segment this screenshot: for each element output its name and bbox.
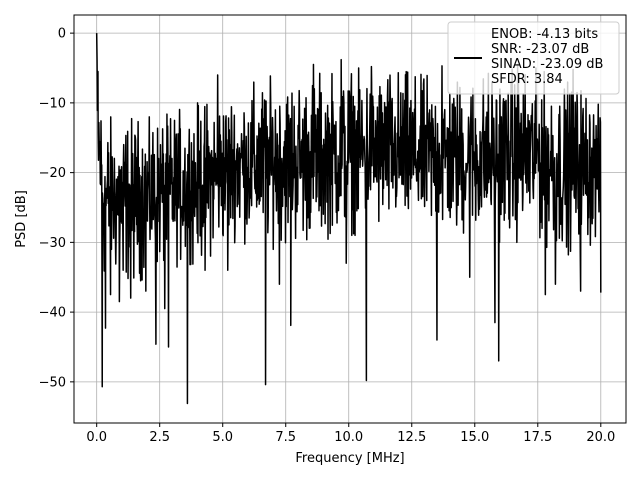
- x-tick-label: 12.5: [397, 430, 426, 445]
- x-tick-label: 15.0: [460, 430, 489, 445]
- y-tick-label: −30: [39, 236, 66, 251]
- y-tick-label: −50: [39, 375, 66, 390]
- y-tick-label: −10: [39, 96, 66, 111]
- x-axis-ticks: 0.0 2.5 5.0 7.5 10.0 12.5 15.0 17.5 20.0: [86, 423, 615, 445]
- legend-box: [447, 21, 620, 95]
- y-axis-ticks: 0 −10 −20 −30 −40 −50: [39, 27, 74, 390]
- x-tick-label: 20.0: [586, 430, 615, 445]
- x-tick-label: 5.0: [212, 430, 233, 445]
- x-axis-title: Frequency [MHz]: [295, 451, 404, 466]
- psd-series-line: [95, 33, 602, 405]
- x-tick-label: 17.5: [523, 430, 552, 445]
- y-tick-label: 0: [58, 27, 66, 42]
- x-tick-label: 2.5: [149, 430, 170, 445]
- x-tick-label: 0.0: [86, 430, 107, 445]
- legend: ENOB: -4.13 bits SNR: -23.07 dB SINAD: -…: [447, 21, 620, 95]
- legend-line-enob: ENOB: -4.13 bits: [491, 27, 598, 42]
- legend-line-snr: SNR: -23.07 dB: [491, 42, 589, 57]
- y-axis-title: PSD [dB]: [14, 190, 29, 248]
- legend-line-sfdr: SFDR: 3.84: [491, 72, 563, 87]
- x-tick-label: 10.0: [334, 430, 363, 445]
- plot-frame: [73, 14, 627, 424]
- y-tick-label: −20: [39, 166, 66, 181]
- legend-line-sinad: SINAD: -23.09 dB: [491, 57, 603, 72]
- series-layer: [95, 33, 602, 405]
- y-tick-label: −40: [39, 306, 66, 321]
- x-tick-label: 7.5: [275, 430, 296, 445]
